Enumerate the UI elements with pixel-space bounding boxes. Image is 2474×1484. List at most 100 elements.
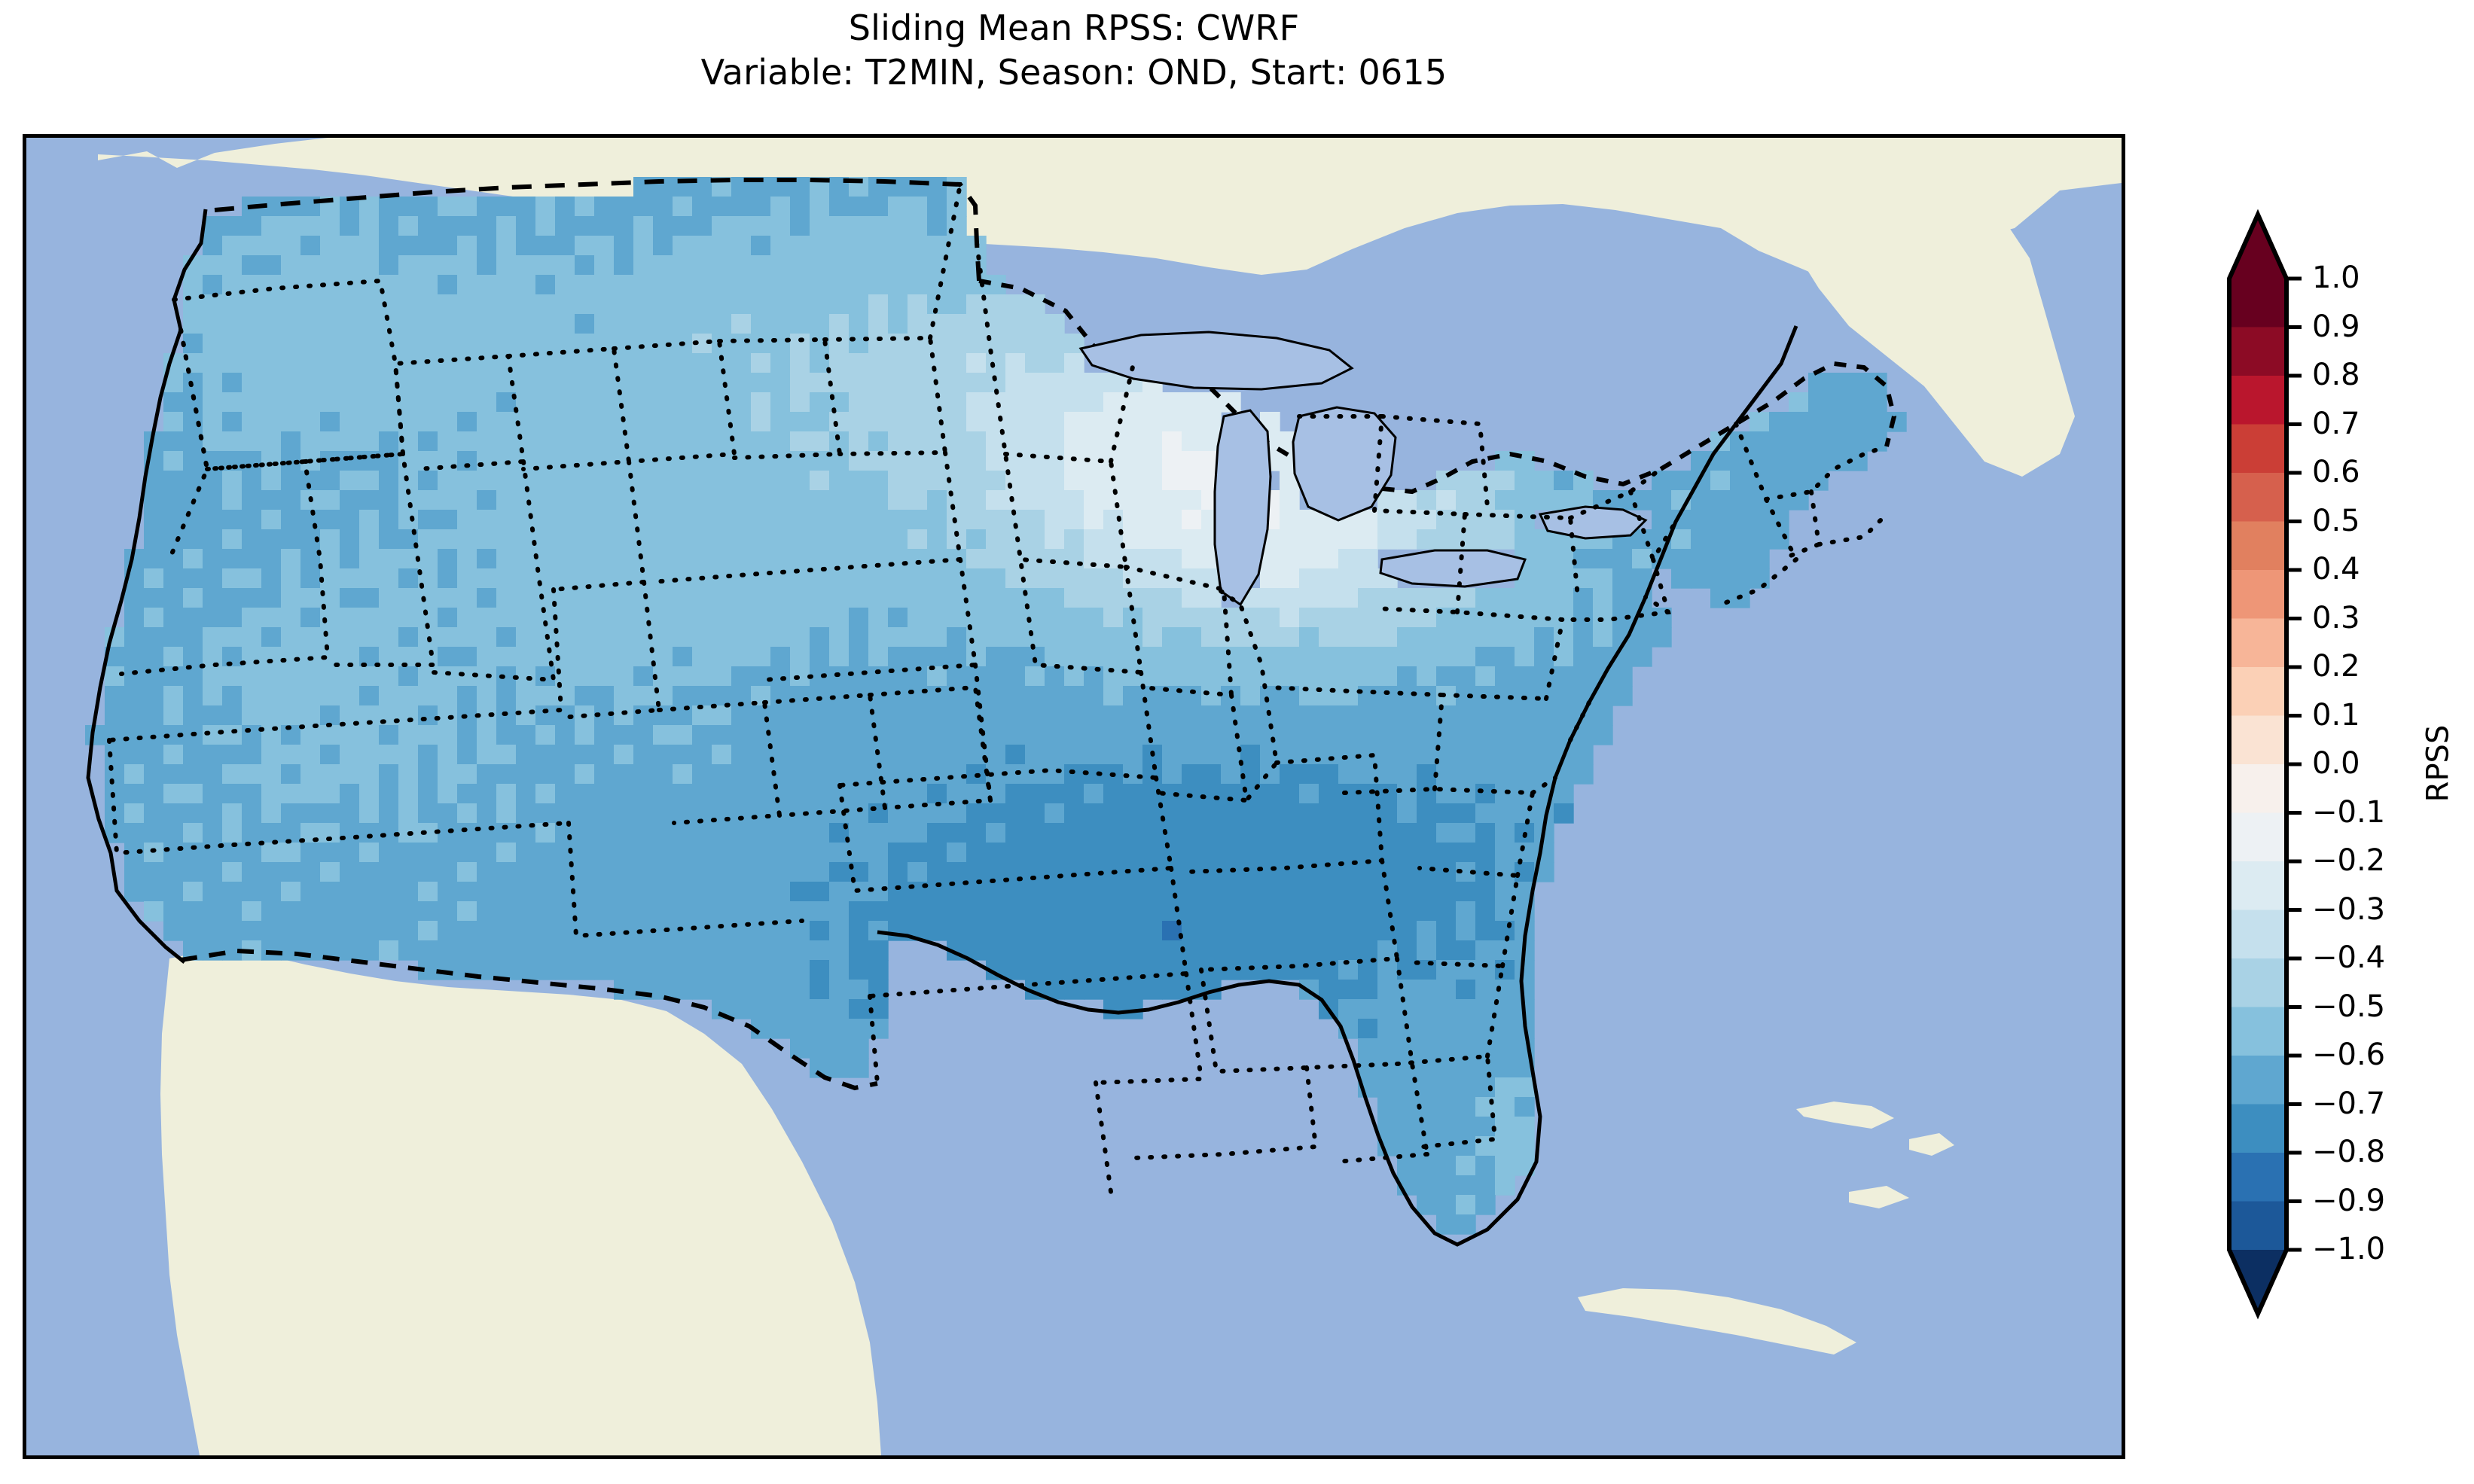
rpss-cell	[516, 490, 536, 510]
rpss-cell	[1103, 568, 1124, 589]
rpss-cell	[1201, 705, 1222, 726]
rpss-cell	[1221, 862, 1241, 882]
rpss-cell	[1103, 960, 1124, 980]
rpss-cell	[398, 608, 419, 628]
rpss-cell	[438, 392, 458, 413]
rpss-cell	[1456, 901, 1476, 922]
rpss-cell	[359, 588, 380, 608]
rpss-cell	[496, 549, 517, 569]
rpss-cell	[712, 686, 732, 706]
rpss-cell	[1652, 490, 1672, 510]
rpss-cell	[947, 705, 967, 726]
rpss-cell	[1103, 980, 1124, 1000]
rpss-cell	[477, 568, 497, 589]
rpss-cell	[810, 921, 830, 941]
rpss-cell	[1534, 549, 1554, 569]
rpss-cell	[849, 490, 869, 510]
rpss-cell	[183, 627, 203, 648]
rpss-cell	[340, 803, 360, 824]
rpss-cell	[261, 823, 282, 843]
rpss-cell	[477, 686, 497, 706]
rpss-cell	[751, 431, 771, 452]
rpss-cell	[124, 882, 145, 902]
rpss-cell	[1064, 803, 1084, 824]
rpss-cell	[222, 666, 243, 687]
rpss-cell	[868, 216, 889, 236]
rpss-cell	[163, 764, 184, 785]
rpss-cell	[1162, 764, 1182, 785]
rpss-cell	[927, 197, 947, 217]
rpss-cell	[633, 862, 654, 882]
rpss-cell	[770, 471, 791, 491]
rpss-cell	[673, 764, 693, 785]
map-axes[interactable]	[23, 134, 2125, 1459]
rpss-cell	[340, 568, 360, 589]
rpss-cell	[829, 882, 850, 902]
rpss-cell	[379, 334, 399, 354]
rpss-cell	[712, 608, 732, 628]
rpss-cell	[1280, 921, 1300, 941]
rpss-cell	[555, 255, 575, 276]
rpss-cell	[261, 255, 282, 276]
rpss-cell	[535, 940, 556, 961]
rpss-cell	[1045, 764, 1065, 785]
rpss-cell	[261, 764, 282, 785]
rpss-cell	[633, 784, 654, 804]
lake-michigan	[1213, 409, 1272, 607]
rpss-cell	[1005, 666, 1026, 687]
colorbar[interactable]: 1.0 0.9 0.8 0.7 0.6 0.5 0.4 0.3 0.2 0.1 0.0 −0.1 −0.…	[2222, 120, 2463, 1340]
rpss-cell	[731, 471, 752, 491]
rpss-cell	[575, 314, 595, 334]
rpss-cell	[986, 294, 1006, 315]
rpss-cell	[222, 725, 243, 745]
rpss-cell	[1299, 510, 1319, 530]
rpss-cell	[1103, 921, 1124, 941]
rpss-cell	[947, 334, 967, 354]
rpss-cell	[1064, 843, 1084, 863]
rpss-cell	[261, 862, 282, 882]
rpss-cell	[1182, 686, 1202, 706]
rpss-cell	[1084, 627, 1104, 648]
rpss-cell	[1045, 373, 1065, 393]
rpss-cell	[1417, 666, 1437, 687]
rpss-cell	[1475, 803, 1496, 824]
rpss-cell	[1495, 490, 1515, 510]
rpss-cell	[1456, 999, 1476, 1019]
rpss-cell	[751, 705, 771, 726]
rpss-cell	[300, 334, 321, 354]
rpss-cell	[261, 843, 282, 863]
rpss-cell	[908, 334, 928, 354]
rpss-cell	[770, 392, 791, 413]
canada-landmass	[98, 138, 2122, 292]
rpss-cell	[1495, 647, 1515, 667]
rpss-cell	[927, 627, 947, 648]
rpss-cell	[516, 197, 536, 217]
rpss-cell	[1397, 588, 1417, 608]
rpss-cell	[457, 216, 477, 236]
rpss-cell	[359, 490, 380, 510]
rpss-cell	[1456, 1097, 1476, 1117]
rpss-cell	[359, 725, 380, 745]
rpss-cell	[1573, 627, 1594, 648]
rpss-cell	[633, 940, 654, 961]
rpss-cell	[1534, 608, 1554, 628]
rpss-cell	[379, 764, 399, 785]
rpss-cell	[516, 921, 536, 941]
rpss-cell	[555, 686, 575, 706]
rpss-cell	[1240, 843, 1261, 863]
rpss-cell	[300, 314, 321, 334]
rpss-cell	[1064, 373, 1084, 393]
rpss-cell	[633, 823, 654, 843]
rpss-cell	[1319, 745, 1339, 765]
rpss-cell	[1064, 940, 1084, 961]
rpss-cell	[359, 334, 380, 354]
rpss-cell	[712, 980, 732, 1000]
rpss-cell	[888, 314, 908, 334]
rpss-cell	[888, 197, 908, 217]
rpss-cell	[908, 705, 928, 726]
rpss-cell	[1417, 980, 1437, 1000]
us-canada-border	[214, 178, 981, 282]
rpss-cell	[1025, 764, 1045, 785]
rpss-cell	[594, 373, 615, 393]
rpss-cell	[1045, 705, 1065, 726]
